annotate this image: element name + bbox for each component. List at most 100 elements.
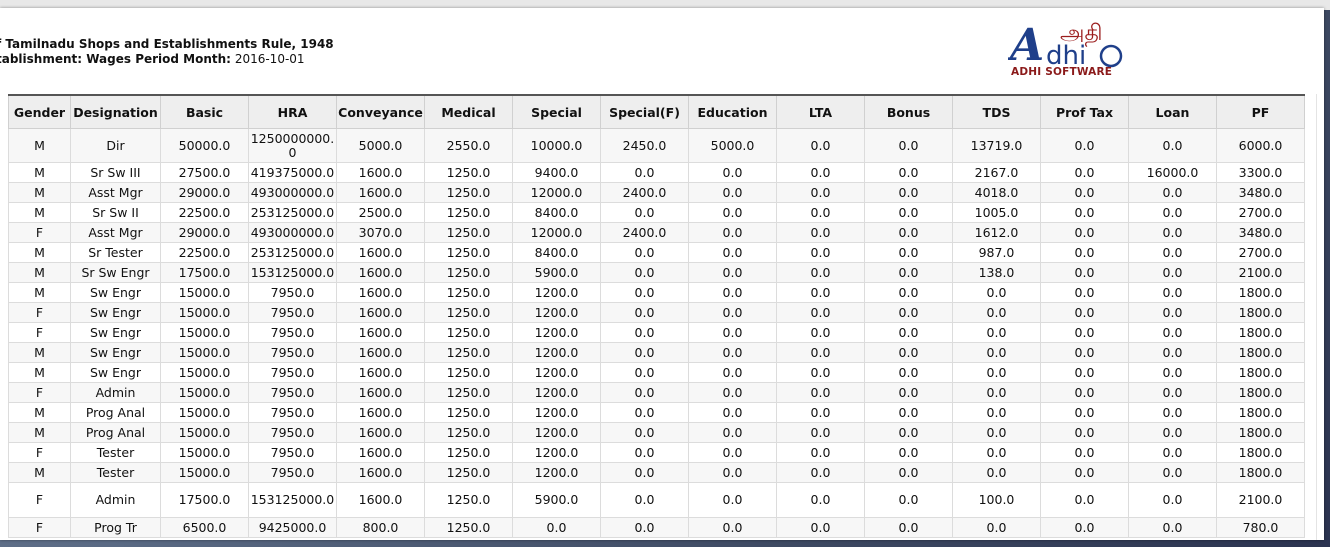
table-cell: Dir: [70, 128, 161, 163]
table-cell: 1250.0: [424, 202, 513, 223]
table-cell: 1200.0: [512, 342, 601, 363]
table-cell: 6000.0: [1216, 128, 1305, 163]
table-cell: 0.0: [864, 162, 953, 183]
table-cell: 1250.0: [424, 222, 513, 243]
table-cell: 1600.0: [336, 382, 425, 403]
table-cell: 0.0: [952, 322, 1041, 343]
table-cell: 1250.0: [424, 422, 513, 443]
table-cell: 22500.0: [160, 242, 249, 263]
table-cell: 7950.0: [248, 342, 337, 363]
table-cell: Asst Mgr: [70, 182, 161, 203]
table-cell: 1800.0: [1216, 462, 1305, 483]
period-label: tablishment: Wages Period Month:: [0, 52, 231, 66]
table-cell: M: [8, 128, 71, 163]
table-cell: 0.0: [952, 362, 1041, 383]
table-cell: 16000.0: [1128, 162, 1217, 183]
table-cell: M: [8, 182, 71, 203]
table-cell: 0.0: [1040, 242, 1129, 263]
table-cell: 1800.0: [1216, 382, 1305, 403]
table-cell: 7950.0: [248, 462, 337, 483]
table-cell: 1800.0: [1216, 442, 1305, 463]
table-cell: 12000.0: [512, 182, 601, 203]
table-cell: 0.0: [1040, 402, 1129, 423]
logo-brand-text: ADHI SOFTWARE: [1011, 66, 1113, 78]
table-cell: Admin: [70, 482, 161, 518]
table-cell: Sr Tester: [70, 242, 161, 263]
table-row: F Sw Engr 15000.0 7950.0 1600.0 1250.0 1200.0 0…: [8, 302, 1305, 323]
table-cell: Sw Engr: [70, 362, 161, 383]
table-cell: 0.0: [1040, 282, 1129, 303]
table-cell: 0.0: [1040, 482, 1129, 518]
table-cell: 0.0: [1040, 262, 1129, 283]
table-cell: 0.0: [864, 202, 953, 223]
svg-text:A: A: [1008, 20, 1044, 71]
table-cell: 15000.0: [160, 302, 249, 323]
table-cell: 0.0: [1128, 517, 1217, 538]
table-cell: 0.0: [1040, 382, 1129, 403]
table-cell: 0.0: [864, 517, 953, 538]
table-row: M Prog Anal 15000.0 7950.0 1600.0 1250.0 1200.…: [8, 402, 1305, 423]
table-cell: 0.0: [864, 182, 953, 203]
table-cell: 0.0: [864, 222, 953, 243]
table-cell: 1250.0: [424, 402, 513, 423]
table-cell: 0.0: [688, 322, 777, 343]
table-cell: 0.0: [688, 162, 777, 183]
table-cell: 4018.0: [952, 182, 1041, 203]
table-cell: 12000.0: [512, 222, 601, 243]
table-cell: 7950.0: [248, 322, 337, 343]
table-cell: 0.0: [688, 182, 777, 203]
table-cell: M: [8, 402, 71, 423]
table-cell: 0.0: [952, 382, 1041, 403]
table-cell: 29000.0: [160, 222, 249, 243]
column-header-lta: LTA: [776, 94, 865, 129]
table-row: M Sr Tester 22500.0 253125000.0 1600.0 1250.0…: [8, 242, 1305, 263]
table-row: M Sw Engr 15000.0 7950.0 1600.0 1250.0 1200.0 0…: [8, 342, 1305, 363]
table-cell: 0.0: [1040, 202, 1129, 223]
table-row: M Tester 15000.0 7950.0 1600.0 1250.0 1200.0 0.…: [8, 462, 1305, 483]
table-cell: 1250.0: [424, 302, 513, 323]
table-cell: 0.0: [1040, 302, 1129, 323]
table-cell: 1250.0: [424, 442, 513, 463]
table-cell: 0.0: [688, 282, 777, 303]
table-row: M Sw Engr 15000.0 7950.0 1600.0 1250.0 1200.0 0…: [8, 282, 1305, 303]
table-cell: 0.0: [688, 222, 777, 243]
table-cell: 0.0: [600, 162, 689, 183]
table-cell: 2550.0: [424, 128, 513, 163]
table-cell: 1250.0: [424, 382, 513, 403]
table-cell: 0.0: [1128, 442, 1217, 463]
table-cell: 0.0: [1128, 182, 1217, 203]
table-cell: 27500.0: [160, 162, 249, 183]
table-row: F Admin 15000.0 7950.0 1600.0 1250.0 1200.0 0.0…: [8, 382, 1305, 403]
table-cell: 0.0: [688, 402, 777, 423]
table-cell: 0.0: [688, 382, 777, 403]
table-cell: 1800.0: [1216, 322, 1305, 343]
column-header-designation: Designation: [70, 94, 161, 129]
table-cell: 7950.0: [248, 442, 337, 463]
table-cell: 3480.0: [1216, 182, 1305, 203]
table-cell: 6500.0: [160, 517, 249, 538]
wages-table: Gender Designation Basic HRA Conveyance Medic…: [8, 94, 1305, 538]
table-cell: 8400.0: [512, 202, 601, 223]
table-cell: 0.0: [1128, 202, 1217, 223]
table-cell: 100.0: [952, 482, 1041, 518]
table-cell: F: [8, 382, 71, 403]
table-cell: 2700.0: [1216, 202, 1305, 223]
table-cell: Admin: [70, 382, 161, 403]
table-cell: 17500.0: [160, 482, 249, 518]
table-cell: F: [8, 517, 71, 538]
table-cell: 1200.0: [512, 302, 601, 323]
table-row: M Sw Engr 15000.0 7950.0 1600.0 1250.0 1200.0 0…: [8, 362, 1305, 383]
table-cell: 0.0: [688, 362, 777, 383]
table-cell: 1800.0: [1216, 342, 1305, 363]
table-cell: 0.0: [776, 462, 865, 483]
table-cell: 15000.0: [160, 322, 249, 343]
table-cell: 1250.0: [424, 282, 513, 303]
table-cell: 1005.0: [952, 202, 1041, 223]
table-cell: 0.0: [688, 342, 777, 363]
column-header-prof-tax: Prof Tax: [1040, 94, 1129, 129]
table-cell: 0.0: [864, 322, 953, 343]
table-cell: 0.0: [688, 302, 777, 323]
table-cell: 0.0: [600, 362, 689, 383]
column-header-hra: HRA: [248, 94, 337, 129]
table-cell: 0.0: [864, 382, 953, 403]
